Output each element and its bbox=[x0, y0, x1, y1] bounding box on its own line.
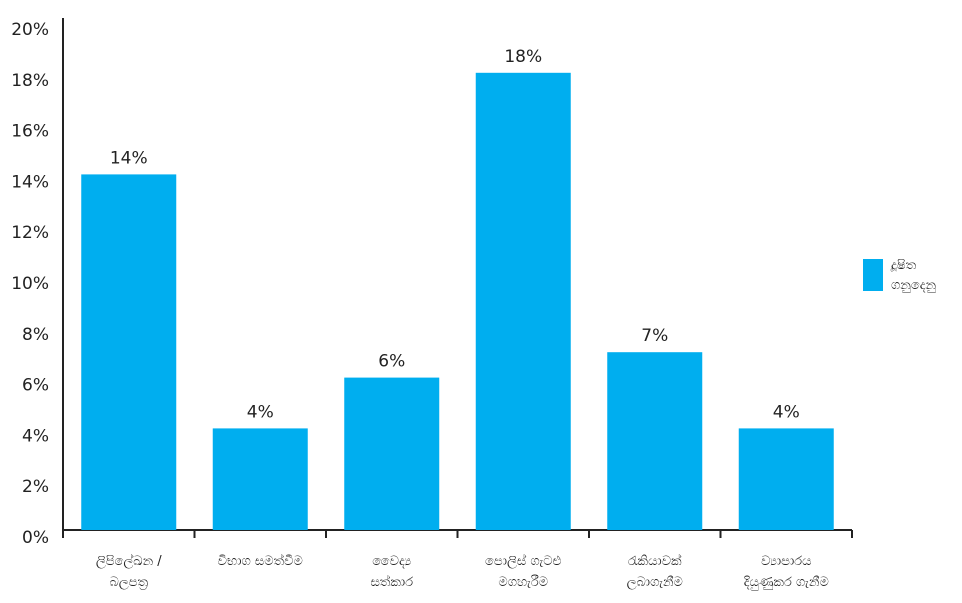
bar bbox=[607, 352, 703, 530]
y-tick-label: 18% bbox=[11, 71, 49, 91]
legend-swatch bbox=[863, 259, 883, 291]
y-tick-label: 20% bbox=[11, 20, 49, 40]
x-tick-label: විභාග සමත්වීම bbox=[218, 552, 303, 568]
y-tick-label: 10% bbox=[11, 274, 49, 294]
y-tick-label: 4% bbox=[22, 426, 49, 446]
y-tick-label: 6% bbox=[22, 376, 49, 396]
value-label: 14% bbox=[110, 148, 148, 168]
bar bbox=[212, 428, 308, 530]
x-tick-label: ලිපිලේඛන / බලපත්‍ර bbox=[96, 552, 162, 589]
value-label: 7% bbox=[641, 326, 668, 346]
bar bbox=[344, 377, 440, 530]
value-label: 4% bbox=[247, 402, 274, 422]
y-tick-label: 2% bbox=[22, 477, 49, 497]
bar bbox=[81, 174, 177, 530]
y-tick-label: 16% bbox=[11, 122, 49, 142]
y-tick-label: 0% bbox=[22, 528, 49, 548]
x-tick-label: රැකියාවක් ලබාගැනීම bbox=[627, 552, 683, 589]
bar bbox=[475, 72, 571, 531]
y-tick-label: 8% bbox=[22, 325, 49, 345]
legend-label: දූෂිත ගනුදෙනු bbox=[890, 258, 937, 293]
x-tick-label: ව්‍යාපාරය දියුණුකර ගැනීම bbox=[744, 554, 829, 590]
x-tick-label: පොලිස් ගැටළු මගහැරීම bbox=[485, 552, 562, 589]
y-tick-label: 14% bbox=[11, 172, 49, 192]
x-tick-label: වෛද්‍ය සත්කාර bbox=[370, 554, 413, 590]
bar bbox=[738, 428, 834, 530]
value-label: 18% bbox=[504, 47, 542, 67]
value-label: 4% bbox=[773, 402, 800, 422]
y-tick-label: 12% bbox=[11, 223, 49, 243]
value-label: 6% bbox=[378, 352, 405, 372]
